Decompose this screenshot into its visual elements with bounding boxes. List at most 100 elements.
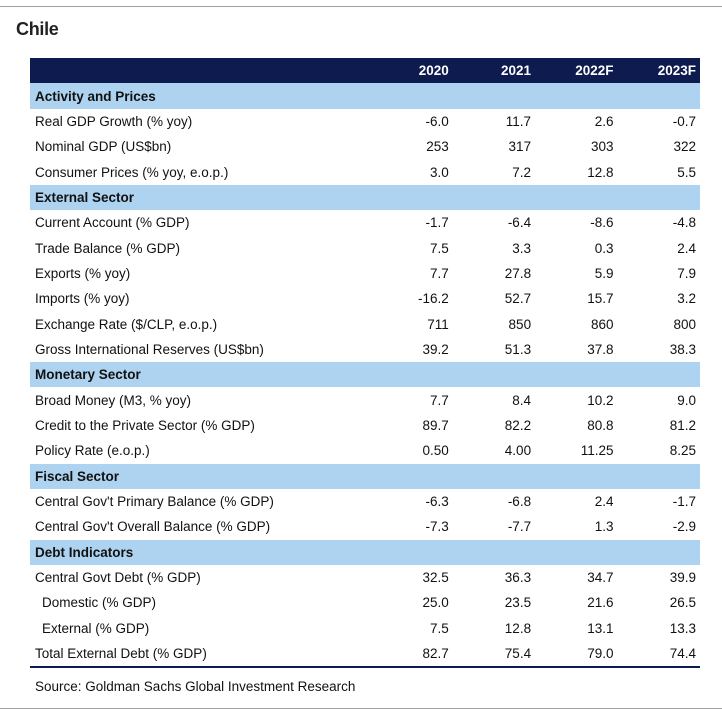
cell-value: 75.4	[452, 640, 536, 669]
row-label: Total External Debt (% GDP)	[30, 640, 371, 669]
row-label: Current Account (% GDP)	[35, 215, 190, 231]
data-row: Central Gov't Primary Balance (% GDP) -6.…	[30, 489, 700, 514]
cell-value: 860	[590, 316, 614, 332]
cell-value: 80.8	[587, 417, 614, 433]
cell-value: -6.3	[425, 494, 449, 510]
table-body: Activity and Prices Real GDP Growth (% yo…	[30, 83, 700, 669]
row-label: Domestic (% GDP)	[42, 595, 157, 611]
cell-value: -7.7	[507, 519, 532, 535]
bottom-rule	[0, 708, 722, 709]
cell-value: 0.3	[594, 240, 614, 256]
data-row: Domestic (% GDP) 25.0 23.5 21.6 26.5	[30, 590, 700, 615]
data-row: Real GDP Growth (% yoy) -6.0 11.7 2.6 -0.7	[30, 109, 700, 134]
cell-value: 800	[673, 316, 696, 332]
cell-value: 11.25	[580, 443, 614, 459]
data-row: Imports (% yoy) -16.2 52.7 15.7 3.2	[30, 286, 700, 311]
column-header: 2022F	[535, 58, 618, 84]
cell-value: 0.50	[422, 443, 449, 459]
row-label: Real GDP Growth (% yoy)	[35, 113, 193, 129]
top-rule	[0, 6, 722, 7]
section-row: Activity and Prices	[30, 83, 700, 109]
header-row: 2020 2021 2022F 2023F	[30, 58, 700, 84]
row-label: Broad Money (M3, % yoy)	[35, 392, 192, 408]
header-cell	[30, 58, 371, 84]
cell-value: 7.5	[429, 240, 449, 256]
cell-value: 82.2	[504, 417, 532, 433]
cell-value: 2.4	[677, 240, 696, 256]
cell-value: 38.3	[669, 341, 696, 357]
cell-value: 9.0	[677, 392, 696, 408]
cell-value: 5.9	[594, 265, 614, 281]
cell-value: 2.6	[594, 113, 614, 129]
cell-value: 12.8	[504, 620, 532, 636]
data-row: Policy Rate (e.o.p.) 0.50 4.00 11.25 8.25	[30, 438, 700, 463]
cell-value: 51.3	[504, 341, 532, 357]
title: Chile	[16, 19, 59, 39]
cell-value: 11.7	[505, 113, 532, 129]
section-name: Debt Indicators	[30, 539, 700, 565]
section-row: Fiscal Sector	[30, 463, 700, 489]
row-label: Exports (% yoy)	[35, 265, 131, 281]
cell-value: 21.6	[587, 595, 614, 611]
row-label: Credit to the Private Sector (% GDP)	[35, 417, 255, 433]
cell-value: 317	[508, 139, 532, 155]
cell-value: -0.7	[672, 113, 696, 129]
data-row: External (% GDP) 7.5 12.8 13.1 13.3	[30, 616, 700, 641]
section-name: Activity and Prices	[30, 83, 700, 109]
cell-value: 15.7	[587, 291, 614, 307]
row-label: Exchange Rate ($/CLP, e.o.p.)	[35, 316, 218, 332]
data-row: Consumer Prices (% yoy, e.o.p.) 3.0 7.2 12.…	[30, 159, 700, 184]
row-label: Imports (% yoy)	[35, 291, 130, 307]
data-row: Current Account (% GDP) -1.7 -6.4 -8.6 -4.8	[30, 210, 700, 235]
cell-value: 81.2	[669, 417, 696, 433]
row-label: Nominal GDP (US$bn)	[35, 139, 172, 155]
cell-value: 3.0	[429, 164, 449, 180]
cell-value: 39.2	[422, 341, 449, 357]
row-label: Central Gov't Primary Balance (% GDP)	[35, 494, 274, 510]
cell-value: 711	[427, 316, 449, 332]
cell-value: -2.9	[672, 519, 696, 535]
row-label: Consumer Prices (% yoy, e.o.p.)	[35, 164, 229, 180]
row-label: Policy Rate (e.o.p.)	[35, 443, 150, 459]
section-row: External Sector	[30, 184, 700, 211]
cell-value: 8.25	[669, 443, 696, 459]
cell-value: 3.3	[512, 240, 532, 256]
cell-value: -1.7	[425, 215, 449, 231]
cell-value: 2.4	[594, 494, 614, 510]
cell-value: 253	[426, 139, 449, 155]
cell-value: -6.4	[507, 215, 532, 231]
row-label: External (% GDP)	[42, 620, 150, 636]
cell-value: 4.00	[504, 443, 532, 459]
cell-value: 7.9	[677, 265, 696, 281]
cell-value: -16.2	[417, 291, 449, 307]
source: Source: Goldman Sachs Global Investment …	[35, 679, 356, 694]
cell-value: 5.5	[677, 164, 696, 180]
cell-value: 89.7	[422, 417, 449, 433]
cell-value: -6.0	[425, 113, 449, 129]
cell-value: 7.2	[512, 164, 532, 180]
data-row: Gross International Reserves (US$bn) 39.2…	[30, 337, 700, 362]
cell-value: 74.4	[617, 640, 700, 669]
column-header: 2021	[452, 58, 536, 84]
section-name: Monetary Sector	[30, 362, 700, 388]
cell-value: -6.8	[507, 494, 532, 510]
cell-value: 37.8	[587, 341, 614, 357]
cell-value: 850	[508, 316, 532, 332]
cell-value: -7.3	[425, 519, 449, 535]
section-name: Fiscal Sector	[30, 463, 700, 489]
cell-value: 12.8	[587, 164, 614, 180]
cell-value: 79.0	[535, 640, 618, 669]
cell-value: 322	[673, 139, 696, 155]
cell-value: 32.5	[422, 570, 449, 586]
cell-value: -8.6	[590, 215, 614, 231]
cell-value: 8.4	[512, 392, 532, 408]
data-row: Total External Debt (% GDP) 82.7 75.4 79.0 7…	[30, 640, 700, 669]
cell-value: 52.7	[504, 291, 532, 307]
data-row: Central Gov't Overall Balance (% GDP) -7.…	[30, 514, 700, 539]
row-label: Gross International Reserves (US$bn)	[35, 341, 264, 357]
cell-value: -4.8	[672, 215, 696, 231]
cell-value: 36.3	[504, 570, 532, 586]
data-row: Nominal GDP (US$bn) 253 317 303 322	[30, 134, 700, 159]
row-label: Central Gov't Overall Balance (% GDP)	[35, 519, 271, 535]
